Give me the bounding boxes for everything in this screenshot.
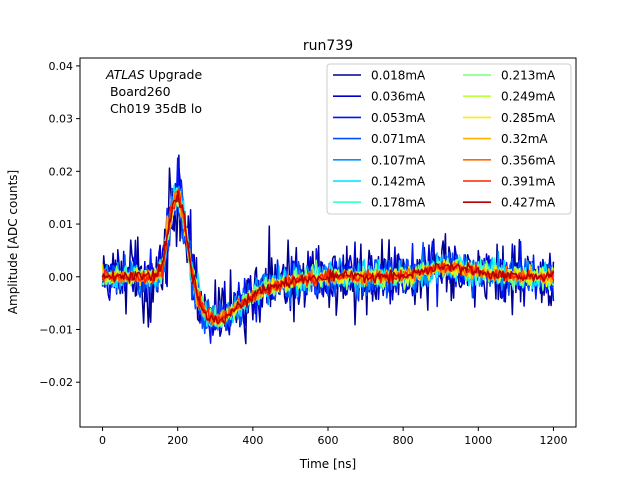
legend-label: 0.356mA — [501, 153, 556, 167]
x-tick-label: 1200 — [539, 434, 567, 447]
x-tick-label: 400 — [242, 434, 263, 447]
x-tick-label: 0 — [99, 434, 106, 447]
legend-label: 0.071mA — [371, 132, 426, 146]
x-tick-label: 1000 — [464, 434, 492, 447]
legend-label: 0.142mA — [371, 175, 426, 189]
legend-label: 0.036mA — [371, 90, 426, 104]
legend-label: 0.178mA — [371, 196, 426, 210]
legend-item: 0.178mA — [333, 196, 426, 210]
legend-label: 0.018mA — [371, 69, 426, 83]
y-tick-label: 0.04 — [49, 60, 74, 73]
svg-text:ATLAS Upgrade: ATLAS Upgrade — [105, 67, 202, 82]
legend-item: 0.142mA — [333, 175, 426, 189]
x-tick-label: 800 — [393, 434, 414, 447]
x-axis-label: Time [ns] — [299, 457, 356, 471]
legend-item: 0.213mA — [463, 69, 556, 83]
legend-item: 0.107mA — [333, 153, 426, 167]
series-line-0.427mA — [101, 190, 555, 325]
legend-label: 0.053mA — [371, 111, 426, 125]
atlas-upgrade-label: Upgrade — [145, 67, 203, 82]
legend-item: 0.32mA — [463, 132, 548, 146]
legend-item: 0.391mA — [463, 175, 556, 189]
x-axis: 0 200 400 600 800 1000 1200 — [99, 427, 567, 447]
legend-item: 0.053mA — [333, 111, 426, 125]
legend-label: 0.427mA — [501, 196, 556, 210]
legend-item: 0.356mA — [463, 153, 556, 167]
legend-item: 0.071mA — [333, 132, 426, 146]
channel-label: Ch019 35dB lo — [106, 101, 202, 116]
y-tick-label: −0.02 — [39, 376, 73, 389]
legend-label: 0.391mA — [501, 175, 556, 189]
chart-title: run739 — [303, 38, 353, 54]
legend-label: 0.107mA — [371, 153, 426, 167]
legend: 0.018mA 0.036mA 0.053mA 0.071mA 0.107mA 0.142… — [326, 63, 572, 215]
legend-label: 0.249mA — [501, 90, 556, 104]
y-tick-label: 0.02 — [49, 165, 74, 178]
atlas-label: ATLAS — [105, 67, 145, 82]
legend-item: 0.427mA — [463, 196, 556, 210]
legend-item: 0.249mA — [463, 90, 556, 104]
legend-item: 0.285mA — [463, 111, 556, 125]
legend-item: 0.036mA — [333, 90, 426, 104]
y-axis: −0.02 −0.01 0.00 0.01 0.02 0.03 0.04 — [39, 60, 80, 389]
y-tick-label: 0.01 — [49, 218, 74, 231]
board-label: Board260 — [106, 84, 171, 99]
x-tick-label: 600 — [318, 434, 339, 447]
x-tick-label: 200 — [167, 434, 188, 447]
legend-label: 0.32mA — [501, 132, 548, 146]
legend-label: 0.285mA — [501, 111, 556, 125]
series-layer — [101, 154, 555, 345]
y-tick-label: 0.03 — [49, 113, 74, 126]
legend-label: 0.213mA — [501, 69, 556, 83]
legend-box — [326, 63, 572, 215]
y-tick-label: 0.00 — [49, 271, 74, 284]
y-tick-label: −0.01 — [39, 323, 73, 336]
atlas-annotation: ATLAS Upgrade Board260 Ch019 35dB lo — [105, 67, 202, 116]
y-axis-label: Amplitude [ADC counts] — [6, 170, 20, 314]
legend-item: 0.018mA — [333, 69, 426, 83]
